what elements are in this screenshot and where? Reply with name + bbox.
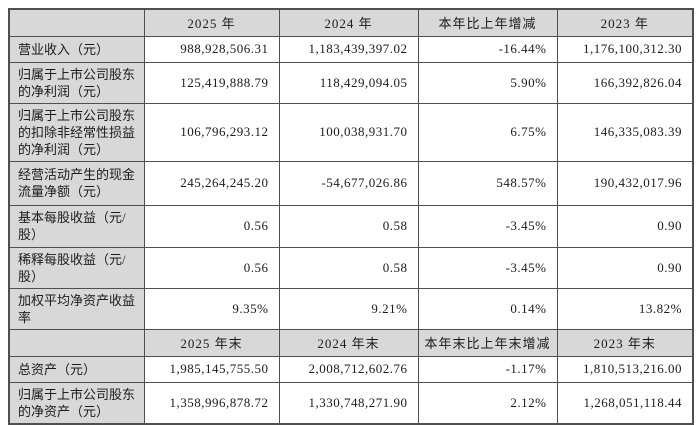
value-change: -3.45% (417, 246, 558, 289)
value-2024: 0.58 (278, 204, 419, 248)
value-2024: 0.58 (278, 246, 419, 289)
value-2024: 1,183,439,397.02 (278, 35, 419, 63)
value-change: 0.14% (417, 287, 558, 330)
header-cell-yoy-change: 本年比上年增减 (417, 8, 558, 37)
value-change: 5.90% (417, 61, 558, 104)
value-2023: 1,810,513,216.00 (556, 355, 694, 383)
value-change: 548.57% (417, 160, 558, 206)
value-2023: 190,432,017.96 (556, 160, 694, 206)
value-change: -16.44% (417, 35, 558, 63)
value-2025: 245,264,245.20 (143, 160, 280, 206)
table-row-weighted-avg-roe: 加权平均净资产收益率 9.35% 9.21% 0.14% 13.82% (8, 287, 694, 330)
value-2025: 106,796,293.12 (143, 102, 280, 162)
row-label: 稀释每股收益（元/股） (8, 246, 145, 289)
financial-summary-table: 2025 年 2024 年 本年比上年增减 2023 年 营业收入（元） 988… (8, 8, 694, 425)
header-cell-2025: 2025 年 (143, 8, 280, 37)
value-2024: 2,008,712,602.76 (278, 355, 419, 383)
row-label: 总资产（元） (8, 355, 145, 383)
table-row-revenue: 营业收入（元） 988,928,506.31 1,183,439,397.02 … (8, 35, 694, 63)
value-2025: 125,419,888.79 (143, 61, 280, 104)
value-2024: 9.21% (278, 287, 419, 330)
value-2023: 1,268,051,118.44 (556, 381, 694, 424)
row-label: 加权平均净资产收益率 (8, 287, 145, 330)
header-cell-empty (8, 8, 145, 37)
value-2025: 9.35% (143, 287, 280, 330)
table-row-operating-cash-flow: 经营活动产生的现金流量净额（元） 245,264,245.20 -54,677,… (8, 160, 694, 206)
period-header-row: 2025 年 2024 年 本年比上年增减 2023 年 (8, 8, 694, 37)
value-2025: 0.56 (143, 204, 280, 248)
header-cell-2023: 2023 年 (556, 8, 694, 37)
row-label: 归属于上市公司股东的净资产（元） (8, 381, 145, 424)
value-2024: -54,677,026.86 (278, 160, 419, 206)
value-2023: 13.82% (556, 287, 694, 330)
header-cell-end-yoy-change: 本年末比上年末增减 (417, 328, 558, 357)
value-change: 2.12% (417, 381, 558, 424)
row-label: 归属于上市公司股东的净利润（元） (8, 61, 145, 104)
table-row-net-profit: 归属于上市公司股东的净利润（元） 125,419,888.79 118,429,… (8, 61, 694, 104)
row-label: 归属于上市公司股东的扣除非经常性损益的净利润（元） (8, 102, 145, 162)
period-end-header-row: 2025 年末 2024 年末 本年末比上年末增减 2023 年末 (8, 328, 694, 357)
value-change: 6.75% (417, 102, 558, 162)
row-label: 基本每股收益（元/股） (8, 204, 145, 248)
header-cell-2024-end: 2024 年末 (278, 328, 419, 357)
value-2023: 166,392,826.04 (556, 61, 694, 104)
value-2025: 0.56 (143, 246, 280, 289)
value-2023: 146,335,083.39 (556, 102, 694, 162)
value-2025: 1,985,145,755.50 (143, 355, 280, 383)
table-row-diluted-eps: 稀释每股收益（元/股） 0.56 0.58 -3.45% 0.90 (8, 246, 694, 289)
header-cell-2025-end: 2025 年末 (143, 328, 280, 357)
value-2024: 100,038,931.70 (278, 102, 419, 162)
row-label: 营业收入（元） (8, 35, 145, 63)
header-cell-2024: 2024 年 (278, 8, 419, 37)
value-2025: 1,358,996,878.72 (143, 381, 280, 424)
value-2024: 118,429,094.05 (278, 61, 419, 104)
row-label: 经营活动产生的现金流量净额（元） (8, 160, 145, 206)
table-row-basic-eps: 基本每股收益（元/股） 0.56 0.58 -3.45% 0.90 (8, 204, 694, 248)
value-2023: 0.90 (556, 246, 694, 289)
header-cell-2023-end: 2023 年末 (556, 328, 694, 357)
table-row-net-assets: 归属于上市公司股东的净资产（元） 1,358,996,878.72 1,330,… (8, 381, 694, 424)
value-change: -3.45% (417, 204, 558, 248)
value-2023: 0.90 (556, 204, 694, 248)
value-2025: 988,928,506.31 (143, 35, 280, 63)
table-row-total-assets: 总资产（元） 1,985,145,755.50 2,008,712,602.76… (8, 355, 694, 383)
value-2023: 1,176,100,312.30 (556, 35, 694, 63)
value-change: -1.17% (417, 355, 558, 383)
table-row-net-profit-excl-nonrecurring: 归属于上市公司股东的扣除非经常性损益的净利润（元） 106,796,293.12… (8, 102, 694, 162)
header-cell-empty (8, 328, 145, 357)
value-2024: 1,330,748,271.90 (278, 381, 419, 424)
